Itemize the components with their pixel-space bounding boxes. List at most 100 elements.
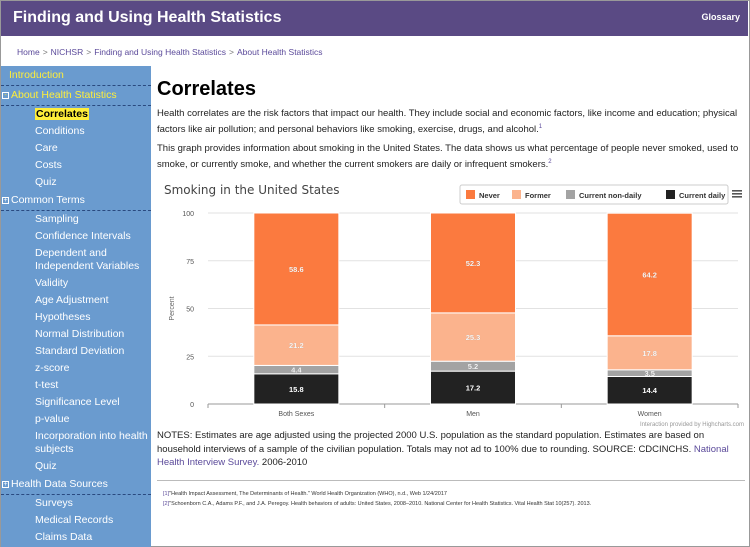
sidebar-item-dependent-and-independent-variables[interactable]: Dependent and Independent Variables xyxy=(1,245,151,275)
sidebar-item-label: Surveys xyxy=(35,497,73,509)
hamburger-icon[interactable] xyxy=(732,190,742,192)
sidebar-item-label: Costs xyxy=(35,159,62,171)
reference-2: [2]"Schoenborn C.A., Adams P.F., and J.A… xyxy=(163,499,591,509)
y-tick-label: 50 xyxy=(186,307,194,314)
sidebar-item-label: Normal Distribution xyxy=(35,328,125,340)
sidebar-item-incorporation-into-health-subjects[interactable]: Incorporation into health subjects xyxy=(1,428,151,458)
sidebar-item-significance-level[interactable]: Significance Level xyxy=(1,394,151,411)
site-title[interactable]: Finding and Using Health Statistics xyxy=(13,9,282,26)
bar-former[interactable] xyxy=(253,324,340,366)
collapse-icon[interactable]: - xyxy=(2,92,9,99)
sidebar-item-standard-deviation[interactable]: Standard Deviation xyxy=(1,343,151,360)
footnote-ref-2[interactable]: 2 xyxy=(548,158,552,165)
breadcrumb-separator: > xyxy=(229,47,235,57)
bar-current-daily[interactable] xyxy=(253,373,340,405)
reference-number[interactable]: [1] xyxy=(163,491,170,497)
sidebar-item-correlates[interactable]: Correlates xyxy=(1,106,151,123)
sidebar-section-about-health-statistics[interactable]: - About Health Statistics xyxy=(1,86,151,106)
y-tick-label: 75 xyxy=(186,259,194,266)
sidebar-item-label: Validity xyxy=(35,277,69,289)
sidebar-item-care[interactable]: Care xyxy=(1,140,151,157)
breadcrumb-about[interactable]: About Health Statistics xyxy=(237,47,323,57)
sidebar-section-label: About Health Statistics xyxy=(11,89,117,101)
sidebar-item-claims-data[interactable]: Claims Data xyxy=(1,529,151,546)
reference-number[interactable]: [2] xyxy=(163,501,170,507)
sidebar-item-quiz[interactable]: Quiz xyxy=(1,174,151,191)
notes-years: 2006-2010 xyxy=(261,457,308,468)
sidebar-item-label: Incorporation into health subjects xyxy=(35,430,148,455)
sidebar-item-conditions[interactable]: Conditions xyxy=(1,123,151,140)
sidebar-item-introduction[interactable]: Introduction xyxy=(1,66,151,86)
sidebar-item-surveys[interactable]: Surveys xyxy=(1,495,151,512)
sidebar-item-normal-distribution[interactable]: Normal Distribution xyxy=(1,326,151,343)
data-label: 4.4 xyxy=(291,366,302,375)
data-label: 14.4 xyxy=(642,386,657,395)
x-tick-label: Both Sexes xyxy=(278,411,314,418)
y-tick-label: 100 xyxy=(182,211,194,218)
legend-swatch xyxy=(512,190,521,199)
bar-never[interactable] xyxy=(430,212,516,314)
sidebar-item-z-score[interactable]: z-score xyxy=(1,360,151,377)
sidebar-item-age-adjustment[interactable]: Age Adjustment xyxy=(1,292,151,309)
sidebar-item-validity[interactable]: Validity xyxy=(1,275,151,292)
reference-1: [1]"Health Impact Assessment, The Determ… xyxy=(163,489,591,499)
sidebar-section-common-terms[interactable]: + Common Terms xyxy=(1,191,151,211)
glossary-link[interactable]: Glossary xyxy=(701,12,740,22)
data-label: 25.3 xyxy=(466,333,481,342)
sidebar-item-label: Confidence Intervals xyxy=(35,230,131,242)
expand-icon[interactable]: + xyxy=(2,197,9,204)
bar-never[interactable] xyxy=(253,212,340,326)
bar-current-daily[interactable] xyxy=(606,375,693,405)
nhis-link[interactable]: National Health Interview Survey. xyxy=(157,443,729,469)
legend-item-former[interactable]: Former xyxy=(525,191,551,200)
data-label: 3.5 xyxy=(644,369,654,378)
sidebar-item-label: p-value xyxy=(35,413,70,425)
hamburger-icon[interactable] xyxy=(732,193,742,195)
sidebar-item-label: t-test xyxy=(35,379,59,391)
sidebar-item-costs[interactable]: Costs xyxy=(1,157,151,174)
data-label: 5.2 xyxy=(468,362,478,371)
legend-item-current-non-daily[interactable]: Current non-daily xyxy=(579,191,642,200)
footnote-ref-1[interactable]: 1 xyxy=(538,123,543,130)
breadcrumb-home[interactable]: Home xyxy=(17,47,40,57)
notes-text: NOTES: Estimates are age adjusted using … xyxy=(157,430,705,455)
expand-icon[interactable]: + xyxy=(2,481,9,488)
sidebar-section-health-data-sources[interactable]: + Health Data Sources xyxy=(1,475,151,495)
intro-text: Health correlates are the risk factors t… xyxy=(157,108,738,135)
breadcrumb-finding[interactable]: Finding and Using Health Statistics xyxy=(94,47,227,57)
hamburger-icon[interactable] xyxy=(732,196,742,198)
sidebar-item-label: Dependent and Independent Variables xyxy=(35,247,140,272)
sidebar-item-confidence-intervals[interactable]: Confidence Intervals xyxy=(1,228,151,245)
references: [1]"Health Impact Assessment, The Determ… xyxy=(163,489,591,509)
sidebar-item-t-test[interactable]: t-test xyxy=(1,377,151,394)
sidebar-item-sampling[interactable]: Sampling xyxy=(1,211,151,228)
sidebar-item-p-value[interactable]: p-value xyxy=(1,411,151,428)
sidebar-item-label: Standard Deviation xyxy=(35,345,125,357)
sidebar-item-label: Care xyxy=(35,142,58,154)
legend-item-never[interactable]: Never xyxy=(479,191,500,200)
bar-current-daily[interactable] xyxy=(430,370,516,405)
page-title: Correlates xyxy=(157,78,256,100)
sidebar-item-label: Claims Data xyxy=(35,531,93,543)
graph-description-text: This graph provides information about sm… xyxy=(157,143,739,170)
data-label: 52.3 xyxy=(466,259,481,268)
sidebar-item-label: Medical Records xyxy=(35,514,114,526)
breadcrumb-nichsr[interactable]: NICHSR xyxy=(50,47,84,57)
sidebar-item-quiz[interactable]: Quiz xyxy=(1,458,151,475)
bar-former[interactable] xyxy=(606,335,693,371)
smoking-chart[interactable]: Smoking in the United States Never Former C… xyxy=(158,180,748,430)
bar-never[interactable] xyxy=(606,212,693,337)
reference-text: "Schoenborn C.A., Adams P.F., and J.A. P… xyxy=(169,501,592,507)
graph-description: This graph provides information about sm… xyxy=(157,142,745,171)
chart-credit[interactable]: Interaction provided by Highcharts.com xyxy=(640,422,744,428)
legend-item-current-daily[interactable]: Current daily xyxy=(679,191,726,200)
y-tick-label: 25 xyxy=(186,354,194,361)
sidebar-item-hypotheses[interactable]: Hypotheses xyxy=(1,309,151,326)
sidebar-section-label: Common Terms xyxy=(11,194,85,206)
chart-title: Smoking in the United States xyxy=(164,183,340,197)
sidebar-item-medical-records[interactable]: Medical Records xyxy=(1,512,151,529)
breadcrumb-separator: > xyxy=(42,47,48,57)
data-label: 17.2 xyxy=(466,384,481,393)
sidebar-item-label: Quiz xyxy=(35,460,57,472)
data-label: 15.8 xyxy=(289,385,304,394)
